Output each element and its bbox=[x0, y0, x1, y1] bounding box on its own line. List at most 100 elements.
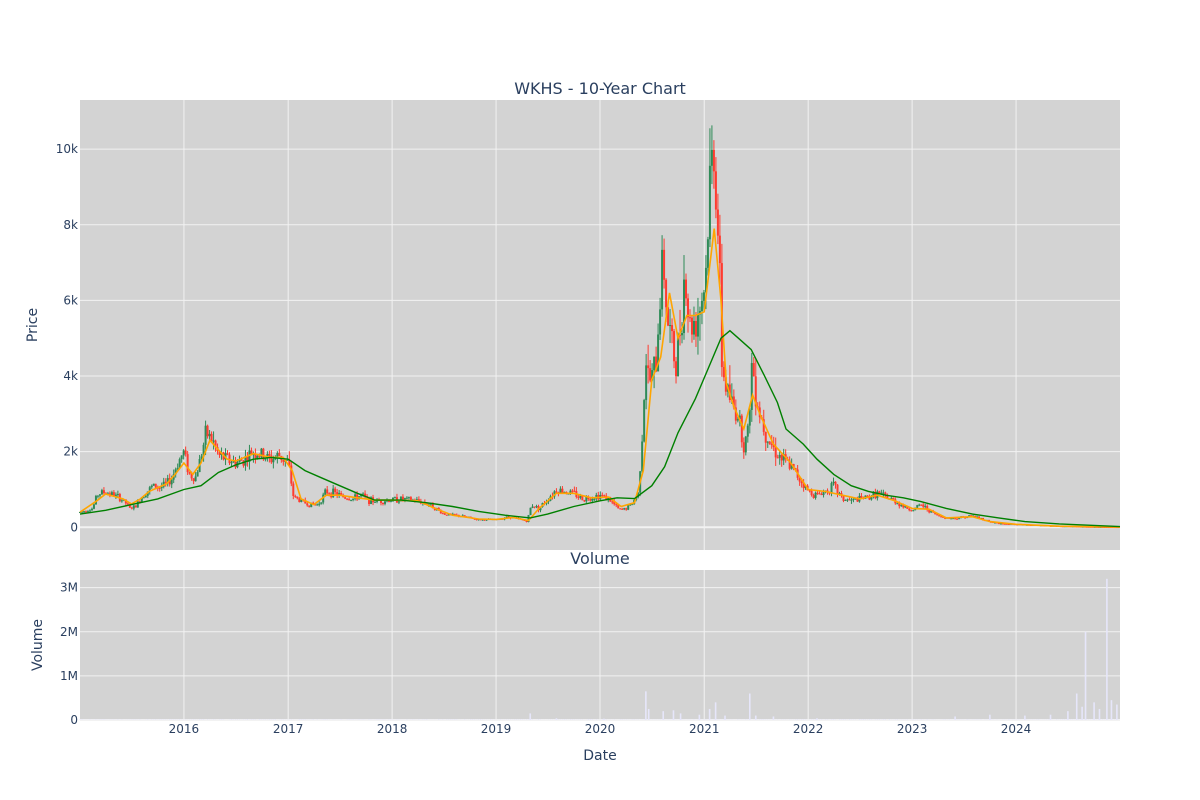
volume-bar bbox=[647, 708, 650, 720]
candle-decreasing bbox=[340, 493, 343, 495]
volume-bar bbox=[438, 719, 440, 720]
volume-bar bbox=[103, 719, 105, 720]
candle-increasing bbox=[354, 494, 357, 499]
volume-bar bbox=[723, 719, 725, 720]
volume-bar bbox=[862, 719, 865, 720]
candle-increasing bbox=[645, 365, 648, 401]
volume-bar bbox=[236, 719, 239, 720]
candle-increasing bbox=[256, 455, 259, 459]
candle-increasing bbox=[142, 497, 145, 499]
candle-decreasing bbox=[818, 493, 821, 495]
volume-bar bbox=[591, 719, 593, 720]
volume-bar bbox=[920, 719, 922, 720]
candle-decreasing bbox=[690, 317, 693, 335]
volume-bar bbox=[370, 719, 372, 720]
volume-bar bbox=[561, 719, 564, 720]
candle-increasing bbox=[900, 505, 903, 507]
candle-increasing bbox=[194, 476, 197, 482]
volume-bar bbox=[326, 719, 328, 720]
volume-bar bbox=[426, 719, 428, 720]
x-tick-label: 2021 bbox=[689, 722, 720, 736]
candle-decreasing bbox=[364, 493, 367, 497]
candle-decreasing bbox=[1001, 523, 1004, 525]
candle-increasing bbox=[276, 452, 279, 458]
candle-decreasing bbox=[772, 444, 775, 448]
volume-bar bbox=[282, 719, 284, 720]
candle-increasing bbox=[318, 503, 321, 505]
candle-decreasing bbox=[128, 504, 131, 508]
candle-decreasing bbox=[997, 523, 1000, 525]
volume-bar bbox=[820, 719, 823, 720]
volume-bar bbox=[679, 713, 682, 720]
volume-bar bbox=[571, 719, 573, 720]
candle-increasing bbox=[316, 504, 319, 506]
candle-increasing bbox=[393, 497, 396, 499]
candle-decreasing bbox=[188, 472, 191, 474]
volume-bar bbox=[250, 719, 253, 720]
volume-bar bbox=[322, 719, 324, 720]
candle-increasing bbox=[370, 497, 373, 504]
volume-bar bbox=[603, 718, 605, 720]
volume-bar bbox=[525, 719, 528, 720]
candle-increasing bbox=[86, 511, 89, 513]
candle-decreasing bbox=[382, 502, 385, 504]
candle-decreasing bbox=[290, 465, 293, 484]
candle-increasing bbox=[320, 502, 323, 504]
candle-increasing bbox=[830, 483, 833, 494]
candle-decreasing bbox=[810, 490, 813, 496]
volume-bar bbox=[747, 719, 749, 720]
volume-bar bbox=[663, 719, 665, 720]
candle-decreasing bbox=[186, 454, 189, 473]
volume-bar bbox=[645, 691, 647, 720]
volume-bar bbox=[724, 715, 726, 720]
volume-bar bbox=[246, 719, 249, 720]
volume-bar bbox=[708, 708, 711, 720]
volume-bar bbox=[689, 719, 691, 720]
volume-bar bbox=[406, 719, 408, 720]
volume-bar bbox=[490, 719, 492, 720]
candle-decreasing bbox=[820, 494, 823, 496]
candle-decreasing bbox=[130, 507, 133, 509]
candle-decreasing bbox=[206, 425, 209, 437]
candle-decreasing bbox=[740, 415, 743, 443]
candle-decreasing bbox=[533, 506, 536, 508]
candle-decreasing bbox=[409, 497, 412, 501]
volume-bar bbox=[220, 719, 223, 720]
volume-bar bbox=[169, 719, 171, 720]
volume-bar bbox=[113, 719, 115, 720]
candle-decreasing bbox=[348, 499, 351, 501]
chart-title: WKHS - 10-Year Chart bbox=[514, 79, 686, 98]
volume-bar bbox=[932, 719, 934, 720]
candle-increasing bbox=[94, 495, 97, 505]
candle-increasing bbox=[140, 497, 143, 503]
volume-bar bbox=[446, 719, 448, 720]
candle-decreasing bbox=[138, 501, 141, 503]
candle-increasing bbox=[916, 505, 919, 508]
volume-bar bbox=[687, 719, 689, 720]
candle-decreasing bbox=[112, 492, 115, 497]
volume-bar bbox=[254, 719, 257, 720]
candle-increasing bbox=[451, 513, 454, 515]
candle-increasing bbox=[744, 436, 747, 453]
volume-bar bbox=[1008, 719, 1010, 720]
x-tick-label: 2017 bbox=[273, 722, 304, 736]
volume-bar bbox=[878, 719, 880, 720]
volume-bar bbox=[272, 719, 274, 720]
candle-decreasing bbox=[944, 517, 947, 519]
volume-bar bbox=[378, 719, 380, 720]
candle-increasing bbox=[397, 501, 400, 503]
volume-bar bbox=[531, 719, 534, 720]
candle-decreasing bbox=[926, 506, 929, 510]
volume-bar bbox=[79, 719, 81, 720]
volume-bar bbox=[767, 719, 769, 720]
candle-decreasing bbox=[956, 518, 959, 520]
candle-decreasing bbox=[587, 496, 590, 500]
candle-increasing bbox=[200, 456, 203, 460]
candle-decreasing bbox=[589, 499, 592, 501]
volume-bar bbox=[1048, 719, 1050, 720]
candle-decreasing bbox=[742, 442, 745, 453]
candle-increasing bbox=[120, 500, 123, 502]
candle-decreasing bbox=[453, 513, 456, 515]
volume-bar bbox=[161, 719, 163, 720]
candle-decreasing bbox=[214, 440, 217, 448]
